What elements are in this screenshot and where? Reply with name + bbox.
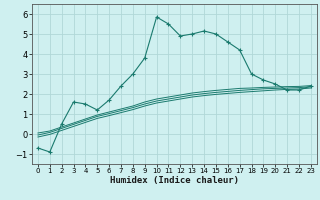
X-axis label: Humidex (Indice chaleur): Humidex (Indice chaleur) bbox=[110, 176, 239, 185]
